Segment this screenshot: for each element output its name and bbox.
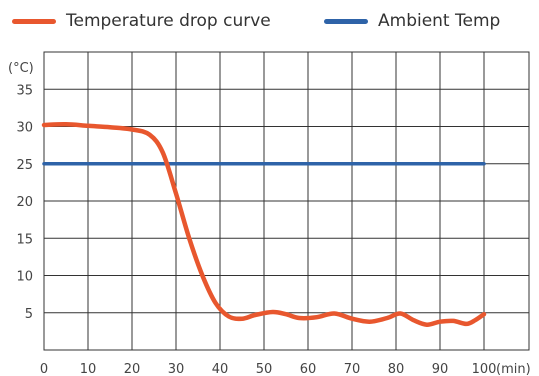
y-axis-ticks: 5 10 15 20 25 30 35: [16, 83, 33, 322]
legend-item-temperature: Temperature drop curve: [12, 10, 271, 32]
x-tick-label: 70: [344, 362, 361, 376]
legend-swatch-ambient: [324, 18, 368, 24]
x-tick-label: 50: [256, 362, 273, 376]
y-tick-label: 25: [16, 158, 33, 173]
y-tick-label: 35: [16, 83, 33, 98]
x-tick-label: 100: [472, 362, 497, 376]
x-tick-label: 40: [212, 362, 229, 376]
y-tick-label: 5: [25, 307, 33, 322]
x-axis-ticks: 0 10 20 30 40 50 60 70 80 90 100: [40, 362, 497, 376]
chart-series: [41, 122, 487, 327]
x-tick-label: 10: [80, 362, 97, 376]
x-tick-label: 30: [168, 362, 185, 376]
x-tick-label: 80: [388, 362, 405, 376]
legend-swatch-temperature: [12, 18, 56, 24]
legend-item-ambient: Ambient Temp: [324, 10, 500, 32]
chart-grid: [43, 51, 530, 351]
x-tick-label: 20: [124, 362, 141, 376]
legend-label-temperature: Temperature drop curve: [66, 11, 271, 31]
x-tick-label: 90: [432, 362, 449, 376]
legend-label-ambient: Ambient Temp: [378, 11, 501, 31]
x-axis-unit: (min): [496, 362, 531, 376]
series-line-temperature-drop: [41, 122, 487, 327]
y-axis-unit: (°C): [8, 61, 34, 76]
y-tick-label: 20: [16, 195, 33, 210]
x-tick-label: 60: [300, 362, 317, 376]
x-tick-label: 0: [40, 362, 48, 376]
y-tick-label: 15: [16, 232, 33, 247]
y-tick-label: 30: [16, 121, 33, 136]
y-tick-label: 10: [16, 270, 33, 285]
